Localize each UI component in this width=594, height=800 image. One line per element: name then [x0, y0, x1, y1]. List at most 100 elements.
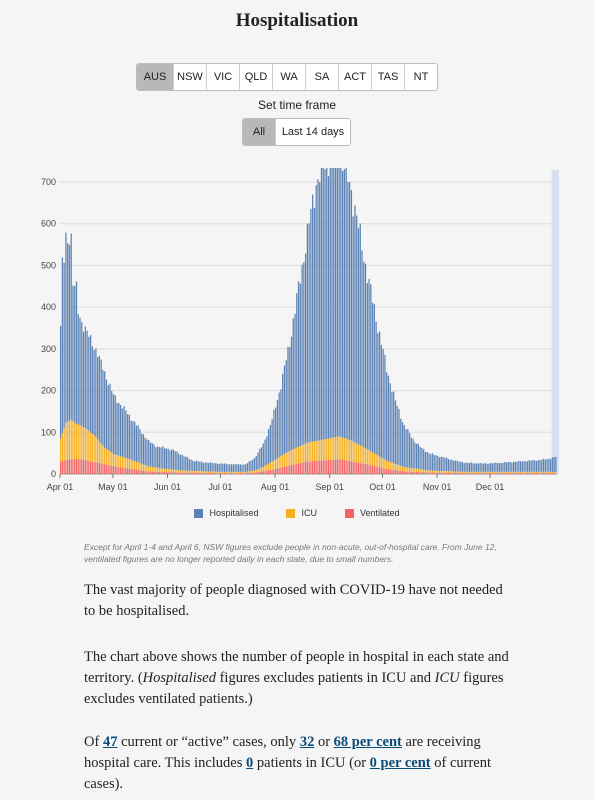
bar-icu: [208, 471, 210, 474]
bar-day: [430, 454, 432, 474]
bar-icu: [433, 470, 435, 473]
bar-ventilated: [125, 468, 127, 474]
bar-day: [280, 389, 282, 474]
bar-icu: [126, 458, 129, 469]
bar-ventilated: [498, 473, 501, 474]
bar-day: [174, 451, 176, 474]
state-tab-vic[interactable]: VIC: [207, 64, 240, 90]
bar-day: [246, 463, 249, 474]
bar-day: [447, 458, 449, 474]
bar-ventilated: [542, 473, 545, 474]
bar-day: [331, 168, 333, 474]
bar-day: [234, 463, 236, 474]
bar-day: [308, 223, 310, 474]
bar-day: [375, 321, 377, 474]
bar-icu: [396, 464, 398, 471]
bar-day: [204, 462, 206, 474]
bar-ventilated: [534, 473, 536, 474]
active-cases-link[interactable]: 47: [102, 734, 118, 750]
bar-icu: [130, 459, 132, 469]
bar-ventilated: [548, 473, 550, 474]
bar-hospitalised: [197, 461, 199, 472]
bar-day: [498, 462, 501, 474]
bar-icu: [359, 445, 361, 464]
icu-count-link[interactable]: 0: [246, 755, 254, 771]
bar-ventilated: [67, 459, 69, 474]
bar-hospitalised: [160, 447, 162, 469]
state-tab-act[interactable]: ACT: [339, 64, 372, 90]
bar-day: [68, 244, 71, 474]
bar-ventilated: [322, 460, 324, 474]
bar-hospitalised: [394, 400, 397, 464]
state-tab-nt[interactable]: NT: [413, 71, 429, 83]
bar-day: [359, 223, 361, 474]
bar-hospitalised: [220, 463, 222, 472]
bar-icu: [382, 458, 384, 469]
bar-hospitalised: [125, 410, 127, 459]
bar-ventilated: [537, 473, 539, 474]
bar-hospitalised: [514, 461, 516, 472]
bar-hospitalised: [119, 405, 122, 457]
timeframe-all-button[interactable]: All: [243, 119, 276, 145]
bar-icu: [373, 453, 375, 467]
y-axis-ticks: 0 100 200 300 400 500 600 700: [41, 177, 56, 479]
bar-day: [275, 407, 277, 474]
icu-percent-link[interactable]: 0 per cent: [369, 755, 431, 771]
bar-icu: [114, 454, 116, 467]
hospital-count-link[interactable]: 32: [299, 734, 315, 750]
bar-icu: [230, 471, 233, 474]
timeframe-14-days-button[interactable]: Last 14 days: [281, 126, 345, 138]
bar-icu: [437, 470, 439, 473]
bar-icu: [241, 471, 243, 474]
bar-day: [61, 257, 64, 474]
bar-icu: [299, 446, 301, 464]
bar-ventilated: [174, 472, 176, 474]
state-tab-sa[interactable]: SA: [306, 64, 339, 90]
bar-ventilated: [535, 473, 538, 474]
bar-hospitalised: [320, 168, 323, 441]
bar-icu: [234, 471, 236, 474]
bar-day: [445, 457, 448, 474]
bar-ventilated: [204, 472, 206, 474]
bar-icu: [530, 471, 532, 474]
bar-icu: [308, 442, 310, 462]
bar-ventilated: [91, 461, 93, 474]
bar-icu: [243, 471, 245, 474]
bar-ventilated: [102, 463, 104, 474]
bar-ventilated: [532, 473, 534, 474]
bar-day: [539, 460, 541, 474]
bar-hospitalised: [451, 459, 453, 472]
bar-ventilated: [324, 460, 326, 474]
timeframe-label: Set time frame: [257, 98, 337, 112]
bar-ventilated: [163, 472, 166, 474]
bar-icu: [137, 462, 139, 470]
bar-hospitalised: [259, 448, 261, 469]
bar-ventilated: [320, 460, 323, 474]
bar-day: [84, 326, 86, 474]
bar-hospitalised: [60, 325, 62, 439]
bar-ventilated: [81, 459, 83, 474]
bar-hospitalised: [238, 464, 240, 472]
bar-day: [248, 461, 250, 474]
bar-hospitalised: [91, 346, 93, 435]
bar-icu: [333, 437, 335, 460]
y-tick-label: 200: [41, 386, 56, 396]
bar-hospitalised: [301, 264, 303, 446]
state-tab-qld[interactable]: QLD: [240, 64, 273, 90]
bar-icu: [193, 471, 196, 473]
bar-hospitalised: [544, 459, 546, 472]
bar-icu: [467, 471, 469, 474]
bar-ventilated: [389, 469, 391, 474]
state-tab-aus[interactable]: AUS: [137, 64, 174, 90]
bar-icu: [345, 438, 347, 461]
bar-hospitalised: [498, 462, 501, 472]
bar-icu: [267, 463, 270, 471]
bar-icu: [215, 471, 217, 474]
bar-icu: [232, 471, 234, 474]
bar-icu: [507, 471, 509, 474]
state-tab-nsw[interactable]: NSW: [174, 64, 207, 90]
state-tab-wa[interactable]: WA: [273, 64, 306, 90]
state-tab-tas[interactable]: TAS: [372, 64, 405, 90]
hospital-percent-link[interactable]: 68 per cent: [333, 734, 402, 750]
bar-ventilated: [172, 472, 175, 474]
